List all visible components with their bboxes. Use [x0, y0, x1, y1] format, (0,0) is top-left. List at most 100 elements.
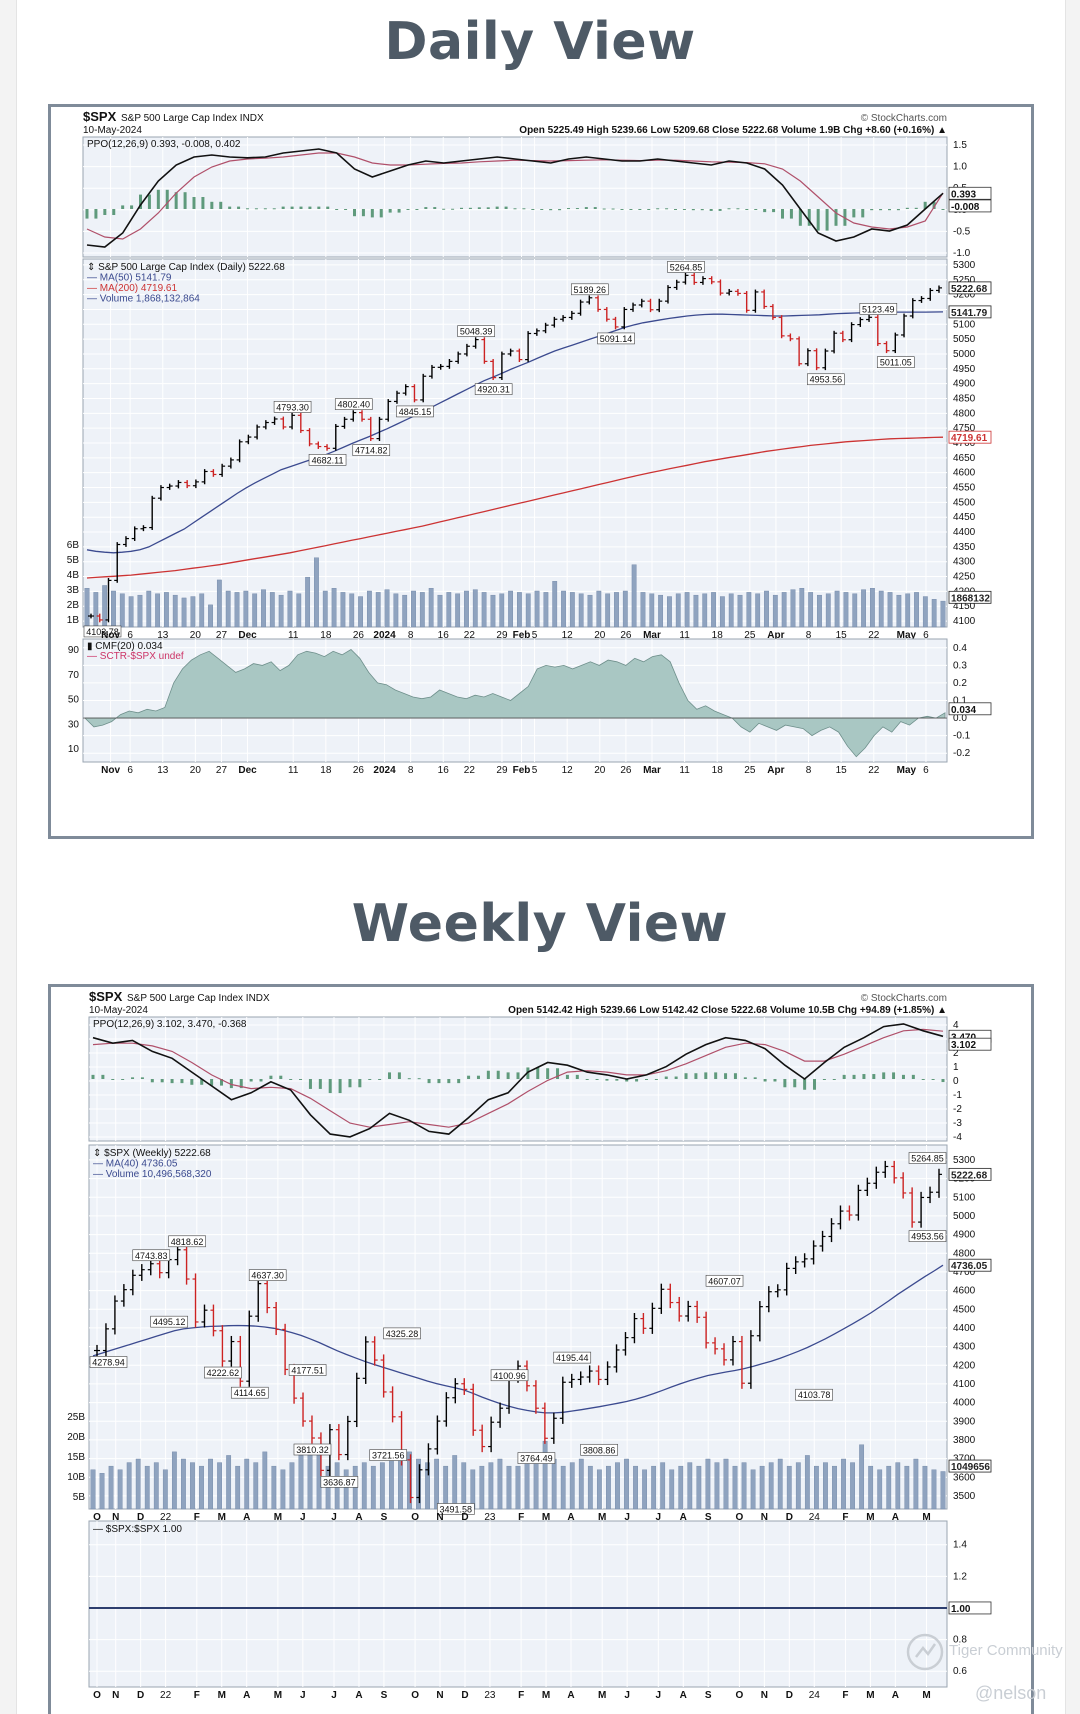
- volume-bar: [649, 593, 655, 628]
- ppo-histogram-bar: [772, 209, 776, 213]
- x-axis-label-bottom: 16: [438, 765, 450, 776]
- ppo-histogram-bar: [773, 1079, 777, 1082]
- ppo-histogram-bar: [103, 209, 107, 215]
- volume-tick-label: 1B: [67, 615, 80, 626]
- volume-bar: [358, 596, 363, 628]
- volume-bar: [642, 1469, 647, 1510]
- volume-bar: [823, 1462, 828, 1510]
- price-annotation: 3810.32: [296, 1445, 329, 1455]
- volume-bar: [705, 1458, 711, 1510]
- volume-bar: [108, 1465, 114, 1510]
- price-annotation-box: [320, 1476, 359, 1488]
- ppo-histogram-bar: [714, 1072, 718, 1079]
- x-axis-label: F: [842, 1512, 848, 1523]
- x-axis-label: 8: [408, 630, 414, 641]
- x-axis-label-bottom: S: [705, 1690, 712, 1701]
- x-axis-label: J: [624, 1512, 630, 1523]
- x-axis-label: 26: [620, 630, 632, 641]
- ppo-histogram-bar: [228, 206, 232, 209]
- volume-bar: [658, 594, 664, 628]
- volume-bar: [146, 590, 152, 628]
- x-axis-label-bottom: A: [567, 1690, 574, 1701]
- volume-bar: [437, 594, 443, 628]
- price-annotation: 4682.11: [312, 455, 344, 465]
- price-annotation-box: [293, 1443, 332, 1456]
- price-tick-label: 4200: [953, 1360, 976, 1371]
- ppo-histogram-bar: [388, 209, 392, 213]
- price-tick-label: 4750: [953, 423, 976, 434]
- chart-symbol: $SPX: [89, 989, 123, 1004]
- volume-bar: [296, 593, 302, 628]
- x-axis-label: 18: [712, 630, 724, 641]
- volume-tick-label: 5B: [67, 555, 80, 566]
- ppo-histogram-bar: [807, 209, 811, 226]
- ppo-histogram-bar: [447, 1079, 451, 1084]
- volume-bar: [331, 588, 337, 628]
- ppo-histogram-bar: [486, 1070, 490, 1079]
- price-annotation-box: [204, 1366, 242, 1379]
- volume-bar: [678, 1465, 684, 1510]
- x-axis-label: 11: [288, 630, 299, 641]
- x-axis-label: D: [137, 1512, 144, 1523]
- ppo-histogram-bar: [289, 1079, 293, 1080]
- price-annotation-box: [517, 1452, 556, 1464]
- ppo-tick-label: 4: [953, 1020, 959, 1031]
- ppo-histogram-bar: [892, 1072, 896, 1079]
- price-annotation: 4222.62: [207, 1368, 240, 1378]
- volume-tick-label: 25B: [67, 1412, 85, 1423]
- ppo-histogram-bar: [700, 209, 704, 211]
- volume-bar: [305, 576, 311, 628]
- price-tick-label: 4500: [953, 1304, 976, 1315]
- ppo-histogram-bar: [665, 208, 669, 210]
- price-annotation: 4103.78: [86, 627, 119, 637]
- x-axis-label-bottom: M: [922, 1690, 930, 1701]
- ppo-tag-2-box: [948, 1037, 992, 1051]
- x-axis-label-bottom: J: [331, 1690, 337, 1701]
- x-axis-label-bottom: O: [736, 1690, 744, 1701]
- volume-bar: [940, 600, 946, 628]
- volume-tick-label: 15B: [67, 1452, 85, 1463]
- ppo-histogram-bar: [743, 1077, 747, 1079]
- ppo-tag-1-box: [948, 186, 992, 200]
- volume-bar: [675, 593, 681, 628]
- x-axis-label-bottom: F: [842, 1690, 848, 1701]
- price-annotation: 5123.49: [862, 304, 895, 314]
- ppo-histogram-bar: [531, 209, 535, 210]
- ratio-tick-label: 1.2: [953, 1571, 967, 1582]
- volume-bar: [843, 592, 849, 628]
- chart-description: S&P 500 Large Cap Index INDX: [121, 113, 264, 124]
- volume-bar: [817, 594, 822, 628]
- volume-bar: [164, 592, 169, 628]
- volume-bar: [804, 1455, 810, 1510]
- volume-bar: [750, 1469, 756, 1510]
- volume-bar: [171, 1451, 177, 1510]
- ppo-histogram-bar: [803, 1079, 807, 1090]
- ppo-histogram-bar: [406, 209, 410, 210]
- ppo-histogram-bar: [635, 1079, 639, 1082]
- ppo-histogram-bar: [424, 207, 428, 209]
- volume-bar: [543, 592, 549, 628]
- price-annotation: 4714.82: [355, 446, 388, 456]
- volume-bar: [340, 592, 346, 628]
- x-axis-label: 13: [157, 630, 169, 641]
- ppo-histogram-bar: [901, 1074, 905, 1079]
- ppo-histogram-bar: [246, 208, 249, 210]
- ppo-histogram-bar: [279, 1075, 283, 1079]
- x-axis-label: 26: [353, 630, 365, 641]
- price-annotation-box: [908, 1152, 947, 1164]
- price-tag: 4719.61: [951, 433, 988, 444]
- x-axis-label-bottom: F: [518, 1690, 524, 1701]
- ppo-histogram-bar: [174, 192, 178, 209]
- chart-symbol: $SPX: [83, 109, 117, 124]
- ppo-histogram-bar: [593, 207, 597, 209]
- ppo-tick-label: -3: [953, 1118, 962, 1129]
- ppo-histogram-bar: [882, 1072, 886, 1079]
- ppo-histogram-bar: [567, 208, 570, 210]
- x-axis-label-bottom: N: [112, 1690, 119, 1701]
- ppo-signal-line: [92, 1028, 944, 1128]
- ppo-histogram-bar: [427, 1079, 431, 1084]
- volume-bar: [660, 1462, 666, 1510]
- ratio-tick-label: 0.8: [953, 1635, 967, 1646]
- price-legend-item: ⇕ S&P 500 Large Cap Index (Daily) 5222.6…: [87, 262, 285, 273]
- price-tick-label: 4800: [953, 1248, 976, 1259]
